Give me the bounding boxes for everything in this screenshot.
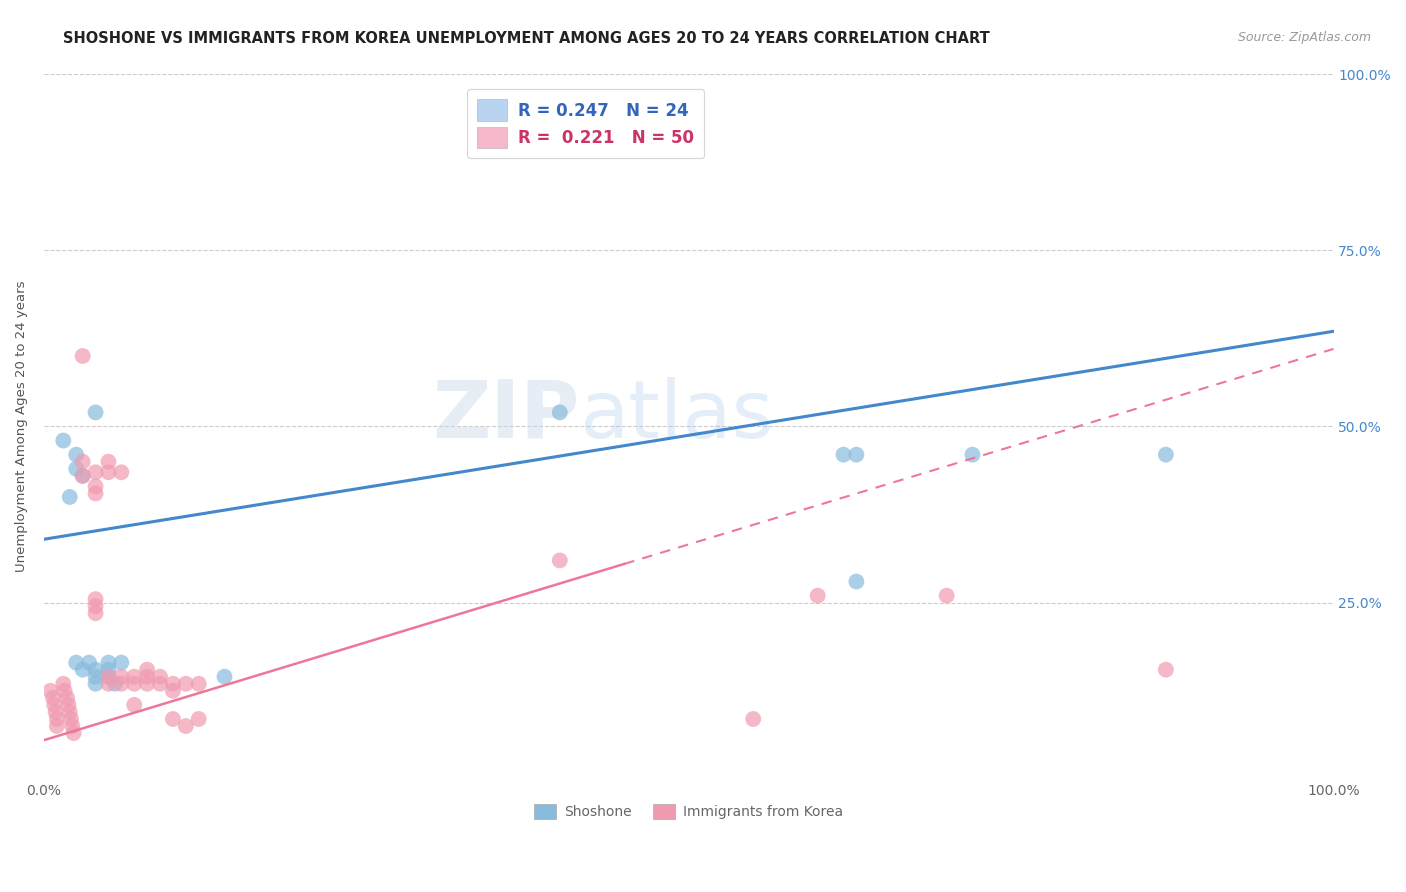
Text: atlas: atlas	[579, 377, 773, 455]
Point	[136, 670, 159, 684]
Point	[84, 607, 107, 621]
Point	[110, 465, 132, 479]
Point	[174, 677, 197, 691]
Point	[60, 712, 83, 726]
Point	[59, 490, 82, 504]
Text: ZIP: ZIP	[432, 377, 579, 455]
Point	[59, 705, 82, 719]
Point	[72, 455, 94, 469]
Point	[52, 677, 75, 691]
Point	[77, 656, 100, 670]
Point	[104, 677, 127, 691]
Point	[39, 683, 62, 698]
Point	[845, 574, 868, 589]
Point	[58, 698, 80, 712]
Point	[548, 405, 571, 419]
Point	[136, 663, 159, 677]
Point	[1154, 663, 1177, 677]
Point	[110, 656, 132, 670]
Point	[122, 670, 145, 684]
Point	[84, 592, 107, 607]
Point	[97, 670, 120, 684]
Point	[110, 670, 132, 684]
Point	[56, 690, 79, 705]
Point	[122, 677, 145, 691]
Point	[214, 670, 236, 684]
Point	[84, 465, 107, 479]
Point	[65, 462, 87, 476]
Point	[807, 589, 830, 603]
Point	[162, 677, 184, 691]
Point	[1154, 448, 1177, 462]
Point	[935, 589, 957, 603]
Point	[52, 434, 75, 448]
Point	[187, 677, 209, 691]
Point	[548, 553, 571, 567]
Point	[84, 599, 107, 614]
Point	[832, 448, 855, 462]
Point	[53, 683, 76, 698]
Point	[84, 479, 107, 493]
Point	[65, 448, 87, 462]
Point	[72, 468, 94, 483]
Point	[97, 465, 120, 479]
Point	[84, 405, 107, 419]
Y-axis label: Unemployment Among Ages 20 to 24 years: Unemployment Among Ages 20 to 24 years	[15, 281, 28, 572]
Point	[97, 656, 120, 670]
Text: SHOSHONE VS IMMIGRANTS FROM KOREA UNEMPLOYMENT AMONG AGES 20 TO 24 YEARS CORRELA: SHOSHONE VS IMMIGRANTS FROM KOREA UNEMPL…	[63, 31, 990, 46]
Point	[162, 712, 184, 726]
Point	[742, 712, 765, 726]
Point	[962, 448, 984, 462]
Point	[122, 698, 145, 712]
Point	[72, 663, 94, 677]
Point	[45, 719, 67, 733]
Point	[97, 677, 120, 691]
Point	[84, 486, 107, 500]
Point	[42, 690, 65, 705]
Point	[162, 683, 184, 698]
Point	[97, 455, 120, 469]
Point	[45, 712, 67, 726]
Point	[97, 670, 120, 684]
Text: Source: ZipAtlas.com: Source: ZipAtlas.com	[1237, 31, 1371, 45]
Point	[84, 670, 107, 684]
Point	[136, 677, 159, 691]
Point	[149, 677, 172, 691]
Legend: Shoshone, Immigrants from Korea: Shoshone, Immigrants from Korea	[529, 799, 849, 825]
Point	[72, 349, 94, 363]
Point	[72, 468, 94, 483]
Point	[62, 726, 84, 740]
Point	[45, 705, 67, 719]
Point	[187, 712, 209, 726]
Point	[845, 448, 868, 462]
Point	[97, 663, 120, 677]
Point	[65, 656, 87, 670]
Point	[60, 719, 83, 733]
Point	[44, 698, 66, 712]
Point	[84, 677, 107, 691]
Point	[110, 677, 132, 691]
Point	[84, 663, 107, 677]
Point	[174, 719, 197, 733]
Point	[149, 670, 172, 684]
